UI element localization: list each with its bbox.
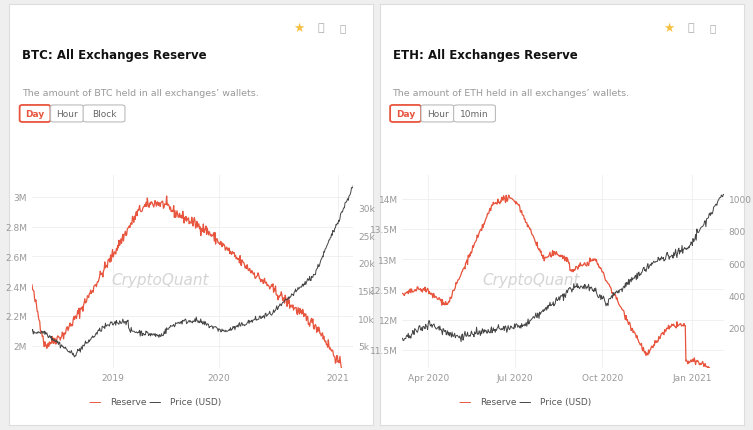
Text: Price (USD): Price (USD) bbox=[169, 397, 221, 406]
Text: The amount of ETH held in all exchanges’ wallets.: The amount of ETH held in all exchanges’… bbox=[392, 89, 630, 98]
FancyBboxPatch shape bbox=[390, 106, 421, 123]
Text: 🔔: 🔔 bbox=[710, 23, 716, 33]
Text: Hour: Hour bbox=[56, 110, 78, 119]
FancyBboxPatch shape bbox=[20, 106, 50, 123]
FancyBboxPatch shape bbox=[83, 106, 125, 123]
Text: Block: Block bbox=[92, 110, 116, 119]
Text: Day: Day bbox=[26, 110, 44, 119]
Text: 10min: 10min bbox=[460, 110, 489, 119]
FancyBboxPatch shape bbox=[453, 106, 495, 123]
Text: ⛶: ⛶ bbox=[317, 23, 324, 33]
Text: 🔔: 🔔 bbox=[340, 23, 346, 33]
Text: —: — bbox=[459, 395, 471, 408]
Text: CryptoQuant: CryptoQuant bbox=[483, 272, 580, 287]
Text: ETH: All Exchanges Reserve: ETH: All Exchanges Reserve bbox=[392, 49, 578, 62]
Text: Reserve: Reserve bbox=[110, 397, 146, 406]
Text: Price (USD): Price (USD) bbox=[540, 397, 591, 406]
Text: ★: ★ bbox=[293, 22, 304, 35]
Text: Day: Day bbox=[396, 110, 415, 119]
Text: Hour: Hour bbox=[427, 110, 448, 119]
Text: ★: ★ bbox=[663, 22, 675, 35]
FancyBboxPatch shape bbox=[421, 106, 454, 123]
Text: —: — bbox=[148, 395, 161, 408]
Text: —: — bbox=[88, 395, 101, 408]
FancyBboxPatch shape bbox=[50, 106, 84, 123]
Text: —: — bbox=[519, 395, 532, 408]
Text: The amount of BTC held in all exchanges’ wallets.: The amount of BTC held in all exchanges’… bbox=[22, 89, 259, 98]
Text: BTC: All Exchanges Reserve: BTC: All Exchanges Reserve bbox=[22, 49, 206, 62]
Text: ⛶: ⛶ bbox=[687, 23, 694, 33]
Text: Reserve: Reserve bbox=[480, 397, 517, 406]
Text: CryptoQuant: CryptoQuant bbox=[112, 272, 209, 287]
